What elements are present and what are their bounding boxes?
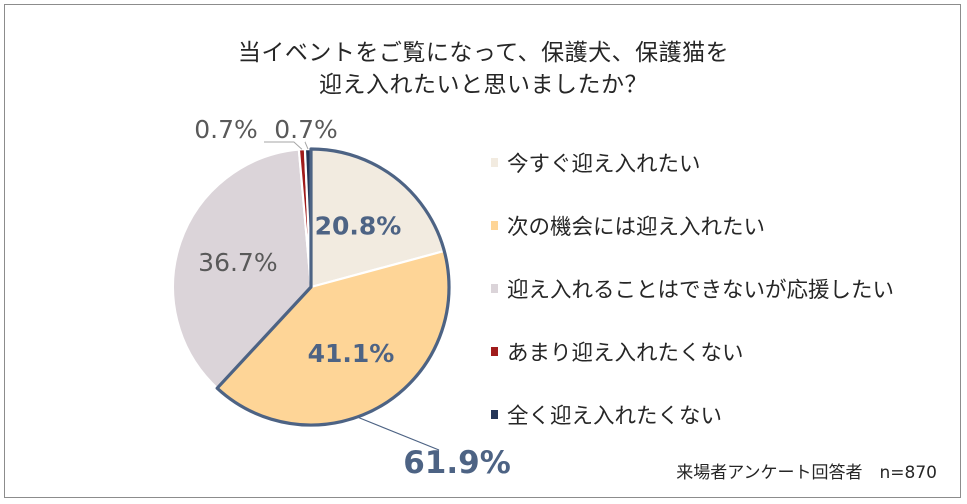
legend-item-2: 次の機会には迎え入れたい — [491, 208, 765, 242]
data-label-5: 0.7% — [274, 115, 338, 144]
legend-item-3: 迎え入れることはできないが応援したい — [491, 271, 894, 305]
respondent-note: 来場者アンケート回答者 n=870 — [676, 463, 937, 483]
legend-swatch — [491, 220, 498, 230]
pie-slice-3 — [171, 148, 313, 390]
data-label-1: 20.8% — [315, 212, 402, 241]
legend-swatch — [491, 283, 498, 293]
legend-label: 迎え入れることはできないが応援したい — [507, 277, 895, 303]
highlight-leader-line — [356, 416, 440, 451]
data-label-3: 36.7% — [198, 248, 277, 277]
legend-label: あまり迎え入れたくない — [507, 340, 744, 366]
legend-label: 全く迎え入れたくない — [507, 403, 723, 429]
legend-swatch — [491, 409, 498, 419]
leader-line-5 — [304, 141, 309, 150]
legend-item-1: 今すぐ迎え入れたい — [491, 145, 701, 179]
chart-title-line-2: 迎え入れたいと思いましたか？ — [319, 72, 648, 98]
legend-item-5: 全く迎え入れたくない — [491, 397, 722, 431]
legend-swatch — [491, 157, 498, 167]
chart-title-line-1: 当イベントをご覧になって、保護犬、保護猫を — [237, 40, 730, 66]
chart-frame — [4, 4, 961, 498]
data-label-2: 41.1% — [308, 339, 395, 368]
legend-label: 次の機会には迎え入れたい — [507, 214, 766, 240]
legend-swatch — [491, 346, 498, 356]
leader-line-4 — [264, 141, 303, 150]
legend-item-4: あまり迎え入れたくない — [491, 334, 744, 368]
highlight-outline — [215, 147, 451, 427]
highlight-total-label: 61.9% — [403, 445, 511, 481]
data-label-4: 0.7% — [194, 115, 258, 144]
legend-label: 今すぐ迎え入れたい — [507, 151, 701, 177]
